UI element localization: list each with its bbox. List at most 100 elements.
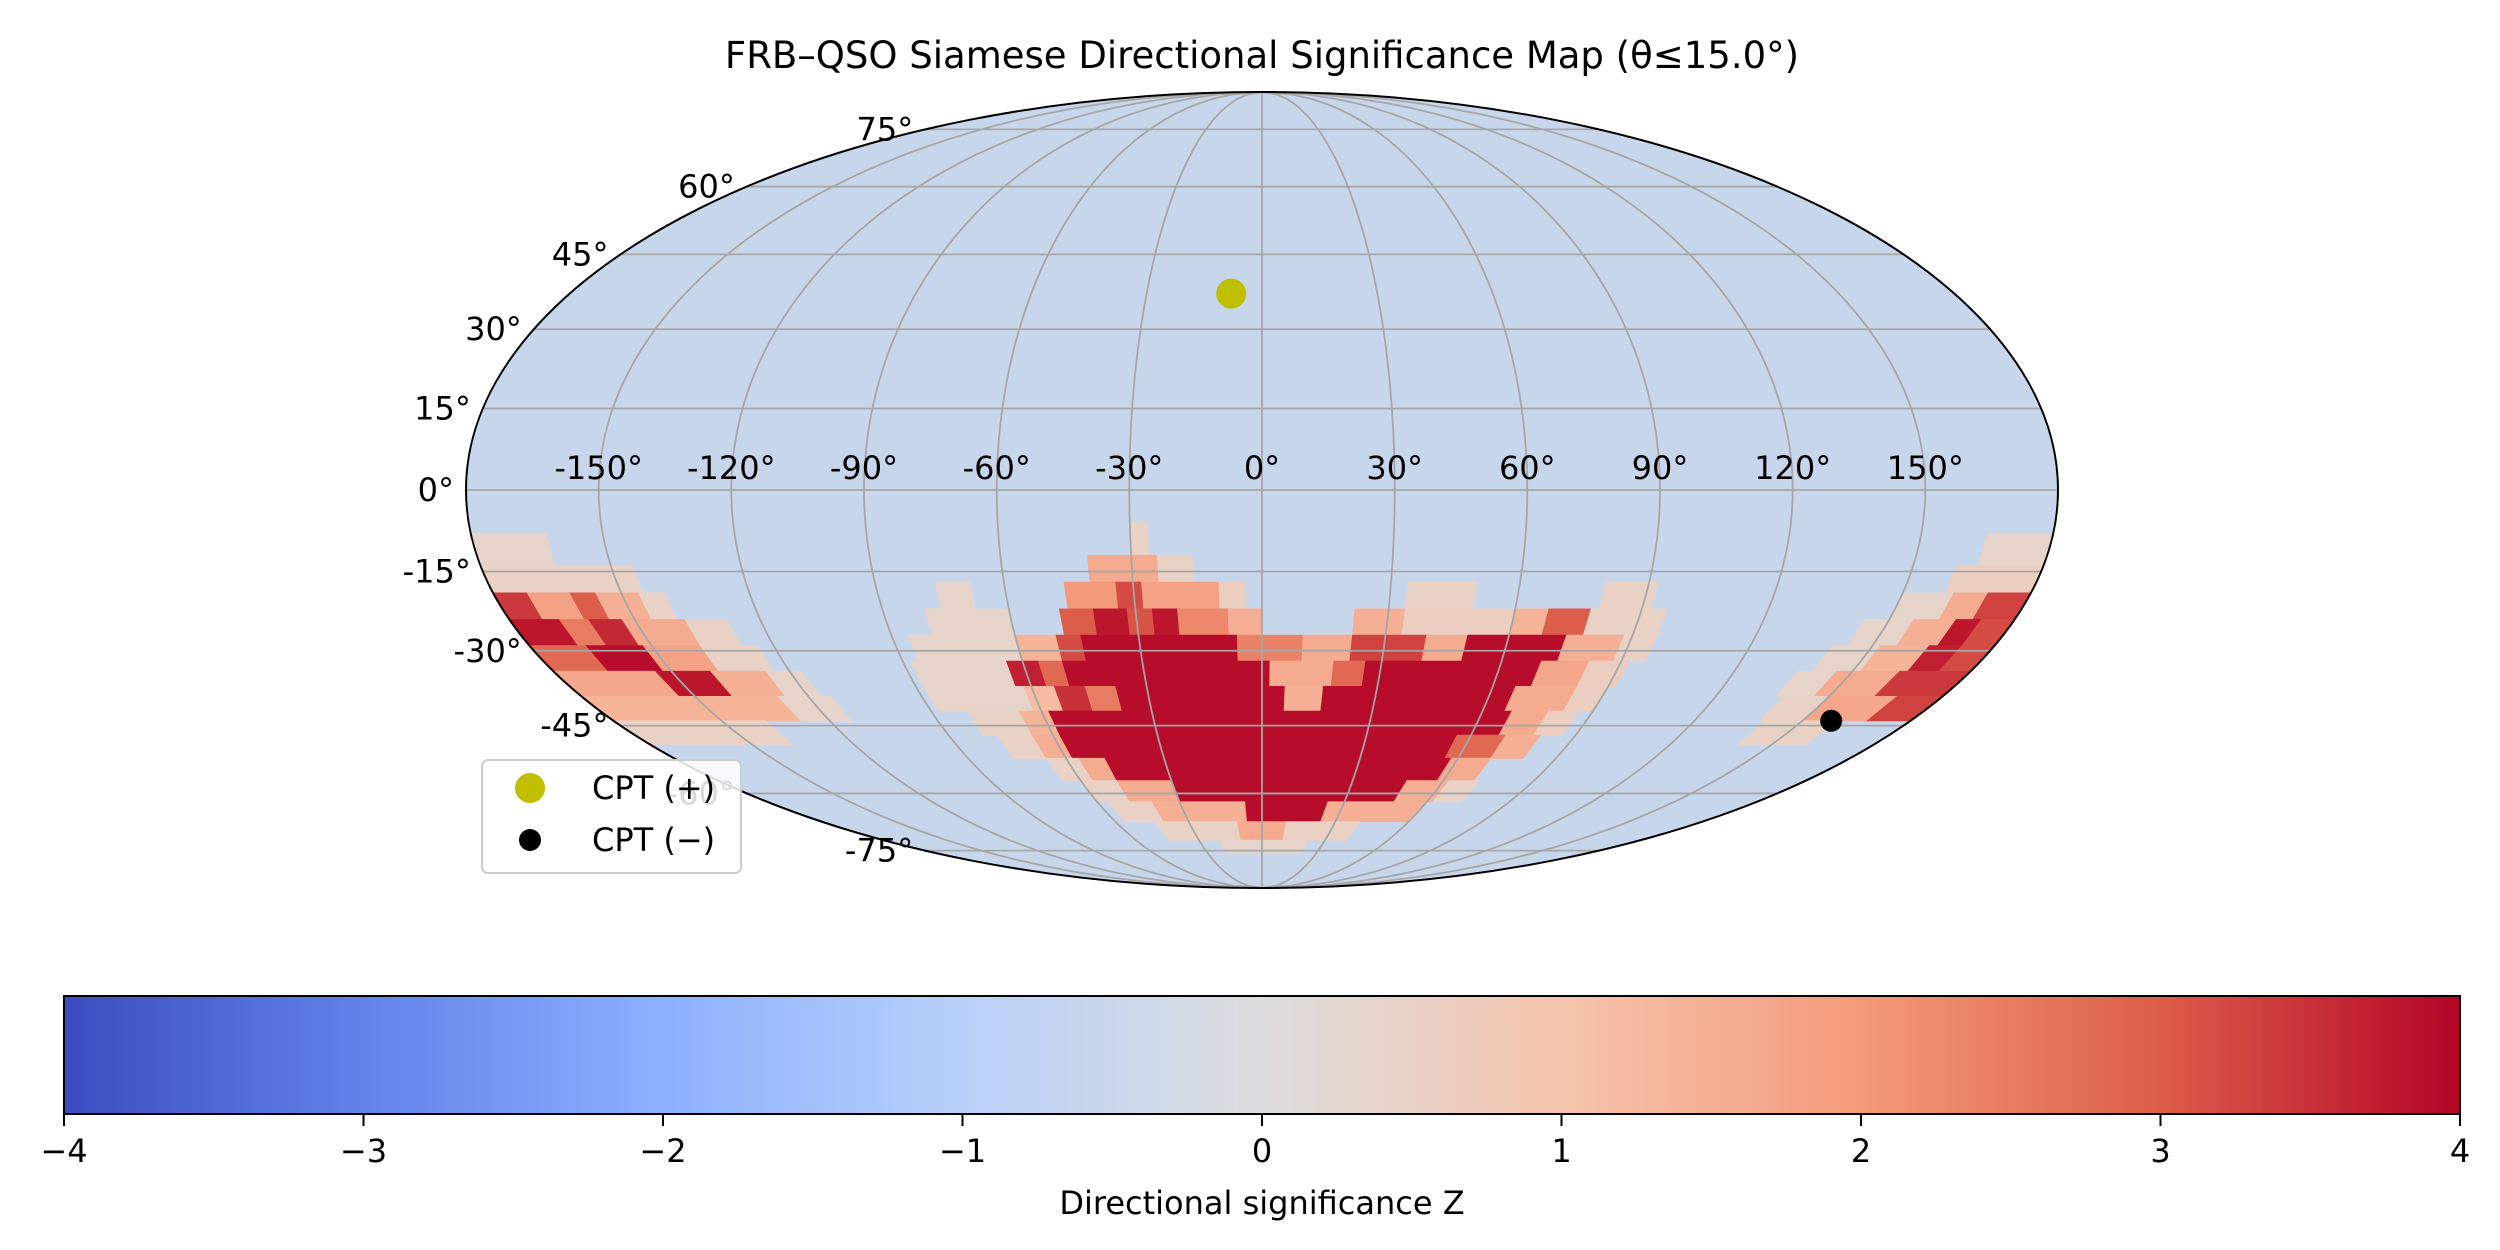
longitude-tick-label: -30° <box>1095 449 1163 487</box>
longitude-tick-label: 30° <box>1366 449 1423 487</box>
longitude-gridline <box>1128 92 1263 888</box>
longitude-tick-label: 150° <box>1887 449 1964 487</box>
significance-cell <box>1219 839 1309 855</box>
significance-cell <box>1245 801 1329 823</box>
significance-cell <box>580 696 802 722</box>
latitude-tick-label: 15° <box>414 390 471 428</box>
longitude-tick-label: 90° <box>1632 449 1689 487</box>
colorbar-tick-label: −2 <box>639 1132 686 1170</box>
gridlines <box>466 92 2058 888</box>
significance-cell <box>1197 660 1271 687</box>
longitude-gridline <box>1261 92 1661 888</box>
significance-cell <box>1141 581 1221 610</box>
significance-cell <box>1361 660 1543 687</box>
longitude-tick-label: -120° <box>687 449 776 487</box>
longitude-tick-label: 60° <box>1499 449 1556 487</box>
significance-cell <box>1126 608 1156 636</box>
significance-cell <box>1080 634 1239 662</box>
significance-cell <box>909 660 1017 687</box>
significance-cell <box>1283 686 1324 712</box>
significance-cell <box>1421 634 1469 662</box>
latitude-tick-label: 60° <box>678 168 735 206</box>
significance-cell <box>1282 821 1361 841</box>
longitude-tick-label: -60° <box>963 449 1031 487</box>
significance-cell <box>1431 780 1481 803</box>
longitude-gridline <box>1261 92 1396 888</box>
significance-cell <box>1218 581 1246 610</box>
longitude-tick-label: 0° <box>1244 449 1280 487</box>
significance-cell <box>1944 565 2044 594</box>
significance-cell <box>1058 608 1098 636</box>
significance-cell <box>1170 780 1408 803</box>
significance-cell <box>1151 801 1248 823</box>
significance-cell <box>1556 634 1625 662</box>
colorbar-tick-label: −4 <box>40 1132 87 1170</box>
significance-cell <box>1269 660 1335 687</box>
significance-cell <box>922 686 1035 712</box>
significance-cell <box>1401 608 1516 636</box>
significance-cell <box>1320 686 1517 712</box>
colorbar-tick-label: 0 <box>1252 1132 1272 1170</box>
marker-cpt-plus <box>1216 278 1247 309</box>
significance-cell <box>1063 581 1119 610</box>
significance-cell <box>1405 581 1478 610</box>
significance-cell <box>1048 710 1513 736</box>
significance-cell <box>1236 634 1304 662</box>
legend-label-cpt-minus: CPT (−) <box>592 821 715 859</box>
marker-cpt-minus <box>1820 709 1843 732</box>
significance-cell <box>923 608 1016 636</box>
significance-cell <box>1541 608 1592 636</box>
significance-cell <box>1330 660 1367 687</box>
significance-cell <box>1104 757 1453 781</box>
mollweide-map: -150° -120° -90° -60° -30° 0° 30° 60° 90° 120° 150… <box>403 91 2059 889</box>
significance-cell <box>907 634 1023 662</box>
colorbar: −4 −3 −2 −1 0 1 2 3 4 Directional significance Z <box>40 995 2470 1222</box>
colorbar-ticks: −4 −3 −2 −1 0 1 2 3 4 <box>40 1114 2470 1170</box>
significance-cell <box>1115 686 1286 712</box>
longitude-tick-label: -150° <box>554 449 643 487</box>
legend-marker-cpt-minus <box>519 829 541 851</box>
latitude-tick-label: -15° <box>403 553 471 591</box>
significance-cell <box>1177 608 1230 636</box>
significance-cell <box>1115 581 1145 610</box>
significance-cell <box>1582 608 1668 636</box>
significance-cell <box>1156 554 1194 583</box>
latitude-tick-label: -75° <box>845 832 913 870</box>
latitude-tick-label: 75° <box>856 110 913 148</box>
significance-cell <box>1059 734 1458 759</box>
significance-cell <box>1227 608 1263 636</box>
latitude-tick-label: 30° <box>465 310 522 348</box>
latitude-tick-label: -45° <box>540 707 608 745</box>
legend-box <box>481 759 742 874</box>
longitude-gridline <box>1261 92 1927 888</box>
markers <box>1216 278 1843 732</box>
significance-cell <box>1087 554 1160 583</box>
significance-cell <box>612 720 794 745</box>
significance-cell <box>1977 533 2054 567</box>
significance-cell <box>1129 522 1150 556</box>
latitude-tick-label: -30° <box>454 632 522 670</box>
map-border <box>465 91 2059 889</box>
significance-cell <box>1349 634 1428 662</box>
significance-cell <box>777 696 853 722</box>
colorbar-gradient <box>63 995 2461 1115</box>
colorbar-tick-label: −1 <box>939 1132 986 1170</box>
significance-cell <box>1489 734 1542 759</box>
latitude-tick-label: 45° <box>552 235 609 273</box>
legend: CPT (+) CPT (−) <box>481 759 742 874</box>
colorbar-tick-label: −3 <box>340 1132 387 1170</box>
longitude-tick-labels: -150° -120° -90° -60° -30° 0° 30° 60° 90° 120° 150… <box>554 449 1963 487</box>
significance-cell <box>1151 608 1181 636</box>
longitude-gridline <box>730 92 1263 888</box>
chart-title: FRB–QSO Siamese Directional Significance… <box>725 34 1799 77</box>
legend-marker-cpt-plus <box>515 773 545 803</box>
significance-cell <box>1092 608 1131 636</box>
colorbar-tick-label: 4 <box>2450 1132 2470 1170</box>
colorbar-tick-label: 3 <box>2150 1132 2170 1170</box>
significance-cell <box>1352 608 1406 636</box>
significance-cell <box>480 565 644 594</box>
significance-cell <box>1061 660 1201 687</box>
latitude-tick-label: 0° <box>418 471 454 509</box>
colorbar-tick-label: 2 <box>1851 1132 1871 1170</box>
